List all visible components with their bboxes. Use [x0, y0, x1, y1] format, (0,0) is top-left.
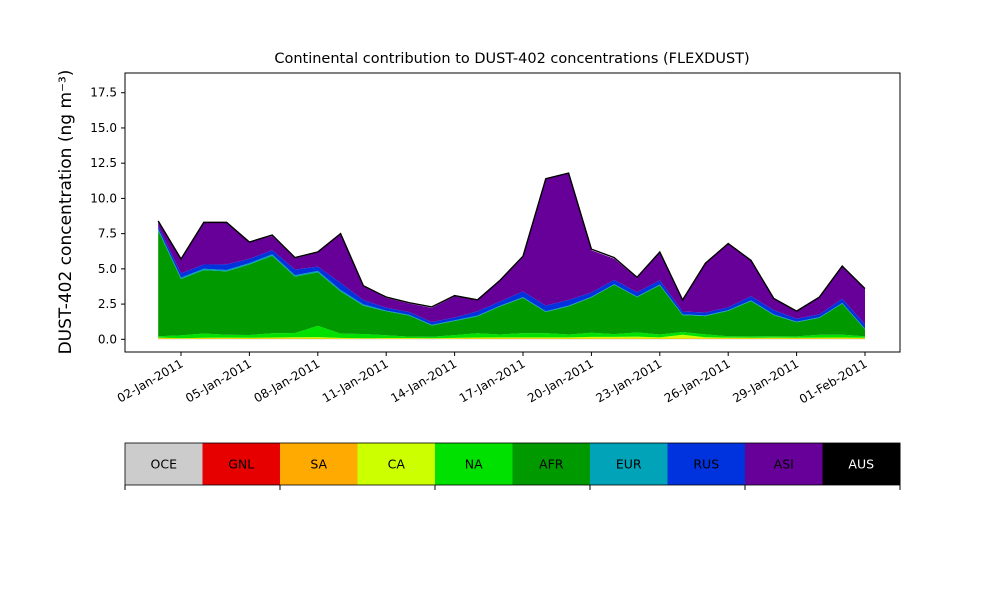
area-asi — [158, 173, 865, 325]
legend-swatch-eur — [590, 443, 668, 485]
x-tick-label: 05-Jan-2011 — [183, 356, 254, 405]
legend-swatch-asi — [745, 443, 823, 485]
area-afr — [158, 230, 865, 337]
legend-swatch-gnl — [202, 443, 281, 485]
area-rus — [158, 226, 865, 329]
y-tick-label: 2.5 — [98, 297, 117, 311]
x-tick-label: 26-Jan-2011 — [662, 356, 733, 405]
y-tick-label: 0.0 — [98, 332, 117, 346]
plot-frame — [124, 72, 901, 353]
legend-label-sa: SA — [310, 457, 327, 472]
legend-swatch-afr — [512, 443, 591, 485]
legend-label-gnl: GNL — [228, 457, 254, 472]
x-tick-label: 02-Jan-2011 — [115, 356, 186, 405]
legend-label-ca: CA — [388, 457, 406, 472]
legend-label-afr: AFR — [539, 457, 564, 472]
legend-swatch-oce — [125, 443, 203, 485]
y-tick-label: 7.5 — [98, 227, 117, 241]
legend-label-asi: ASI — [774, 457, 794, 472]
legend-label-oce: OCE — [151, 457, 178, 472]
total-line — [157, 172, 866, 312]
y-axis-label: DUST-402 concentration (ng m⁻³) — [56, 70, 76, 355]
y-tick-label: 17.5 — [90, 86, 117, 100]
y-tick-label: 5.0 — [98, 262, 117, 276]
legend-swatch-rus — [667, 443, 746, 485]
x-tick-label: 01-Feb-2011 — [797, 356, 870, 406]
legend-label-rus: RUS — [693, 457, 719, 472]
legend-swatch-aus — [822, 443, 901, 485]
legend-swatch-sa — [280, 443, 358, 485]
legend-frame — [124, 442, 901, 486]
y-tick-label: 10.0 — [90, 191, 117, 205]
y-tick-label: 15.0 — [90, 121, 117, 135]
legend-swatch-ca — [357, 443, 436, 485]
stacked-areas — [157, 172, 866, 340]
chart-title: Continental contribution to DUST-402 con… — [274, 51, 749, 67]
area-na — [158, 325, 865, 339]
x-tick-label: 11-Jan-2011 — [320, 356, 391, 405]
x-tick-label: 08-Jan-2011 — [252, 356, 323, 405]
area-sa — [158, 338, 865, 340]
x-tick-label: 23-Jan-2011 — [594, 356, 665, 405]
x-tick-label: 20-Jan-2011 — [525, 356, 596, 405]
legend-label-aus: AUS — [848, 457, 874, 472]
y-tick-label: 12.5 — [90, 156, 117, 170]
area-ca — [158, 334, 865, 339]
legend-swatch-na — [435, 443, 513, 485]
legend-label-na: NA — [465, 457, 483, 472]
legend-label-eur: EUR — [616, 457, 642, 472]
x-tick-label: 29-Jan-2011 — [730, 356, 801, 405]
legend: OCE GNL SA CA NA AFR EUR RUS ASI AUS — [124, 442, 901, 490]
x-tick-label: 17-Jan-2011 — [457, 356, 528, 405]
x-tick-label: 14-Jan-2011 — [388, 356, 459, 405]
